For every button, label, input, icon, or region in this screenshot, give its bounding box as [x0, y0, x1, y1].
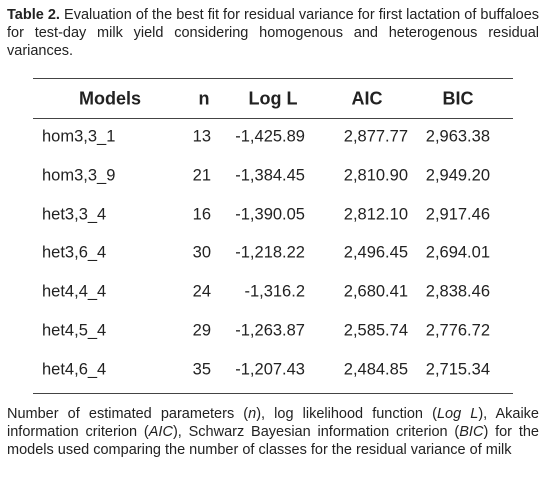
table-cell: 2,484.85: [343, 360, 408, 379]
caption: Table 2. Evaluation of the best fit for …: [7, 6, 539, 60]
footnote-text: AIC: [148, 424, 173, 440]
table-cell: -1,207.43: [235, 360, 305, 379]
table-cell: 16: [192, 205, 211, 224]
table-cell: -1,425.89: [235, 127, 305, 146]
table-cell: -1,390.05: [235, 205, 305, 224]
footnote: Number of estimated parameters (n), log …: [7, 405, 539, 459]
top-rule: [33, 78, 513, 79]
table-cell: 21: [192, 166, 211, 185]
column-header: Models: [78, 88, 142, 109]
table-cell: 2,838.46: [425, 282, 490, 301]
table-cell: -1,384.45: [235, 166, 305, 185]
model-name: het3,6_4: [42, 243, 107, 262]
table-cell: 2,949.20: [425, 166, 490, 185]
footnote-text: BIC: [459, 424, 484, 440]
model-name: het4,5_4: [42, 321, 107, 340]
table-cell: 2,810.90: [343, 166, 408, 185]
column-header: AIC: [351, 88, 383, 109]
footnote-text: ), Akaike information criterion (: [7, 406, 539, 440]
table-cell: 2,877.77: [343, 127, 408, 146]
footnote-text: ), log likelihood function (: [256, 406, 437, 422]
column-header: BIC: [442, 88, 474, 109]
footnote-text: Log L: [436, 406, 479, 422]
footnote-text: ), Schwarz Bayesian information criterio…: [172, 424, 460, 440]
table-cell: 2,917.46: [425, 205, 490, 224]
model-name: het3,3_4: [42, 205, 107, 224]
model-name: het4,4_4: [42, 282, 107, 301]
table-cell: 2,715.34: [425, 360, 490, 379]
table-cell: 13: [192, 127, 211, 146]
table-cell: 2,585.74: [343, 321, 408, 340]
caption-label: Table 2.: [7, 7, 60, 23]
header-rule: [33, 118, 513, 119]
table-cell: 35: [192, 360, 211, 379]
table-cell: 2,694.01: [425, 243, 490, 262]
footnote-text: ) for the models used comparing the numb…: [7, 424, 539, 458]
table-cell: 24: [192, 282, 211, 301]
footnote-text: Number of estimated parameters (: [7, 406, 249, 422]
table-cell: 2,496.45: [343, 243, 408, 262]
table-cell: 2,812.10: [343, 205, 408, 224]
column-header: Log L: [248, 88, 298, 109]
table-cell: 30: [192, 243, 211, 262]
table-cell: 2,680.41: [343, 282, 408, 301]
table-cell: 2,963.38: [425, 127, 490, 146]
model-name: hom3,3_9: [42, 166, 116, 185]
table-cell: 29: [192, 321, 211, 340]
caption-text: Evaluation of the best fit for residual …: [7, 7, 540, 59]
model-name: het4,6_4: [42, 360, 107, 379]
footnote-text: n: [248, 406, 257, 422]
table-cell: -1,218.22: [235, 243, 305, 262]
column-header: n: [198, 88, 210, 109]
bottom-rule: [33, 393, 513, 394]
table-cell: 2,776.72: [425, 321, 490, 340]
table-cell: -1,316.2: [244, 282, 305, 301]
model-name: hom3,3_1: [42, 127, 116, 146]
table-cell: -1,263.87: [235, 321, 305, 340]
